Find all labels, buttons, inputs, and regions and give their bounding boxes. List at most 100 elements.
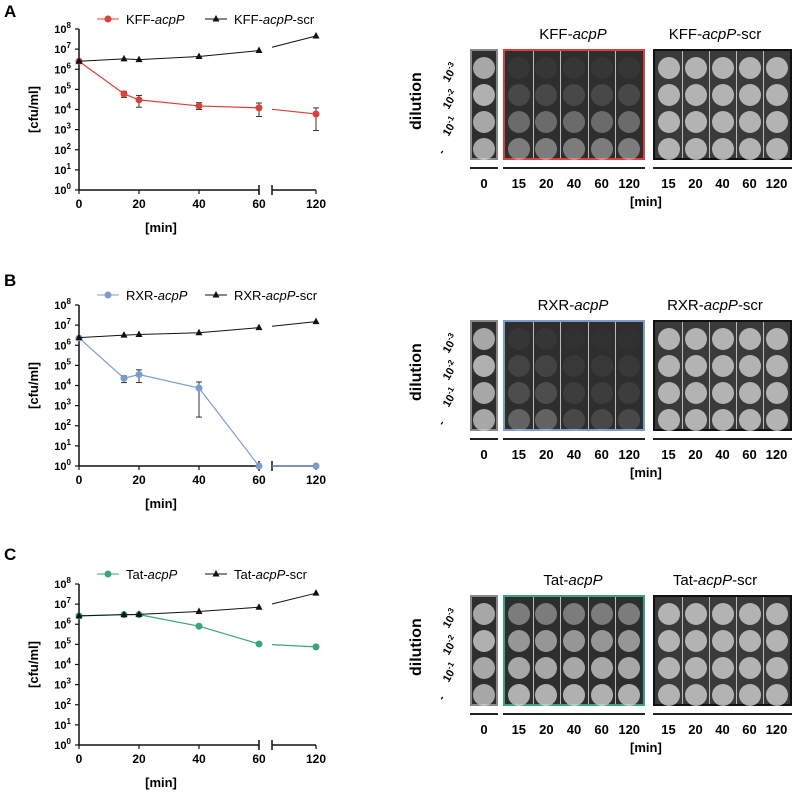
group-underline — [503, 167, 645, 169]
legend-marker — [212, 15, 220, 22]
colony-spot — [765, 84, 788, 106]
y-tick-label: 104 — [54, 657, 71, 672]
time-label: 20 — [539, 176, 554, 191]
series-line-after-break — [271, 644, 317, 648]
colony-spot — [473, 657, 495, 679]
dilution-label: dilution — [408, 618, 425, 676]
data-point — [135, 96, 143, 104]
y-tick-label: 103 — [54, 398, 71, 413]
x-tick-label: 120 — [306, 197, 326, 211]
plate-left — [470, 320, 498, 431]
colony-spot — [535, 657, 558, 679]
colony-spot — [711, 409, 734, 431]
colony-spot — [711, 138, 734, 160]
group-underline — [470, 713, 498, 715]
colony-spot — [618, 409, 641, 431]
colony-spot — [473, 355, 495, 377]
colony-spot — [618, 111, 641, 133]
x-tick-label: 40 — [192, 197, 206, 211]
y-tick-label: 107 — [54, 317, 71, 332]
legend-label: RXR-acpP — [126, 288, 188, 303]
series-line-after-break — [271, 592, 317, 605]
min-label: [min] — [630, 194, 662, 209]
colony-spot — [507, 630, 530, 652]
series-line — [78, 614, 260, 645]
colony-spot — [563, 603, 585, 625]
x-tick-label: 60 — [252, 473, 266, 487]
colony-spot — [507, 382, 530, 404]
y-tick-label: 102 — [54, 697, 71, 712]
colony-spot — [507, 111, 530, 133]
spot-plate-panel: RXR-acpP RXR-acpP-scr dilution 10-3 10-2 10-1… — [400, 291, 798, 521]
dilution-value: 10-3 — [440, 331, 458, 356]
y-axis-label: [cfu/ml] — [26, 86, 41, 133]
colony-spot — [684, 57, 707, 79]
colony-spot — [590, 138, 613, 160]
colony-spot — [473, 382, 495, 404]
colony-spot — [684, 111, 707, 133]
time-label: 40 — [715, 447, 730, 462]
x-tick-label: 40 — [192, 473, 206, 487]
data-point — [255, 104, 263, 112]
plate-title-scrambled: Tat-acpP-scr — [672, 572, 758, 589]
colony-spot — [618, 603, 641, 625]
plate-title: Tat-acpP — [543, 572, 603, 589]
time-label: 20 — [539, 447, 554, 462]
colony-spot — [590, 630, 613, 652]
colony-spot — [535, 84, 558, 106]
colony-spot — [590, 409, 613, 431]
time-label: 15 — [661, 447, 676, 462]
time-label: 60 — [742, 722, 757, 737]
colony-spot — [507, 84, 530, 106]
dilution-label: dilution — [408, 343, 425, 401]
colony-spot — [563, 111, 585, 133]
lane-divider — [709, 322, 710, 429]
colony-spot — [684, 138, 707, 160]
group-underline — [503, 438, 645, 440]
lane-divider — [682, 51, 683, 158]
time-label: 20 — [688, 447, 703, 462]
colony-spot — [563, 657, 585, 679]
colony-spot — [563, 684, 585, 706]
colony-spot — [535, 684, 558, 706]
time-label: 40 — [566, 176, 582, 191]
colony-spot — [738, 138, 761, 160]
dilution-value: - — [435, 693, 448, 703]
min-label: [min] — [630, 740, 662, 755]
time-label: 20 — [688, 176, 703, 191]
time-label: 0 — [480, 722, 488, 737]
colony-spot — [711, 603, 734, 625]
colony-spot — [711, 657, 734, 679]
data-point — [120, 54, 128, 62]
lane-divider — [763, 322, 764, 429]
data-point — [75, 333, 83, 341]
plate-mid — [503, 595, 645, 706]
series-line-after-break — [271, 35, 317, 48]
data-point — [75, 57, 83, 64]
colony-spot — [711, 328, 734, 350]
colony-spot — [765, 603, 788, 625]
colony-spot — [535, 355, 558, 377]
lane-divider — [615, 322, 617, 429]
colony-spot — [738, 111, 761, 133]
legend-label: KFF-acpP — [126, 12, 185, 27]
colony-spot — [657, 657, 680, 679]
time-label: 15 — [511, 722, 527, 737]
group-underline — [653, 438, 792, 440]
colony-spot — [738, 684, 761, 706]
colony-spot — [711, 355, 734, 377]
colony-spot — [473, 84, 495, 106]
colony-spot — [657, 603, 680, 625]
survival-chart: 100 101 102 103 104 105 106 107 108 [cfu/ml] 0 20 40… — [26, 12, 326, 235]
plate-left — [470, 595, 498, 706]
colony-spot — [738, 603, 761, 625]
colony-spot — [657, 57, 680, 79]
dilution-value: 10-2 — [440, 358, 458, 383]
colony-spot — [590, 382, 613, 404]
lane-divider — [532, 597, 534, 704]
time-label: 40 — [715, 176, 730, 191]
colony-spot — [590, 684, 613, 706]
colony-spot — [684, 603, 707, 625]
colony-spot — [765, 684, 788, 706]
